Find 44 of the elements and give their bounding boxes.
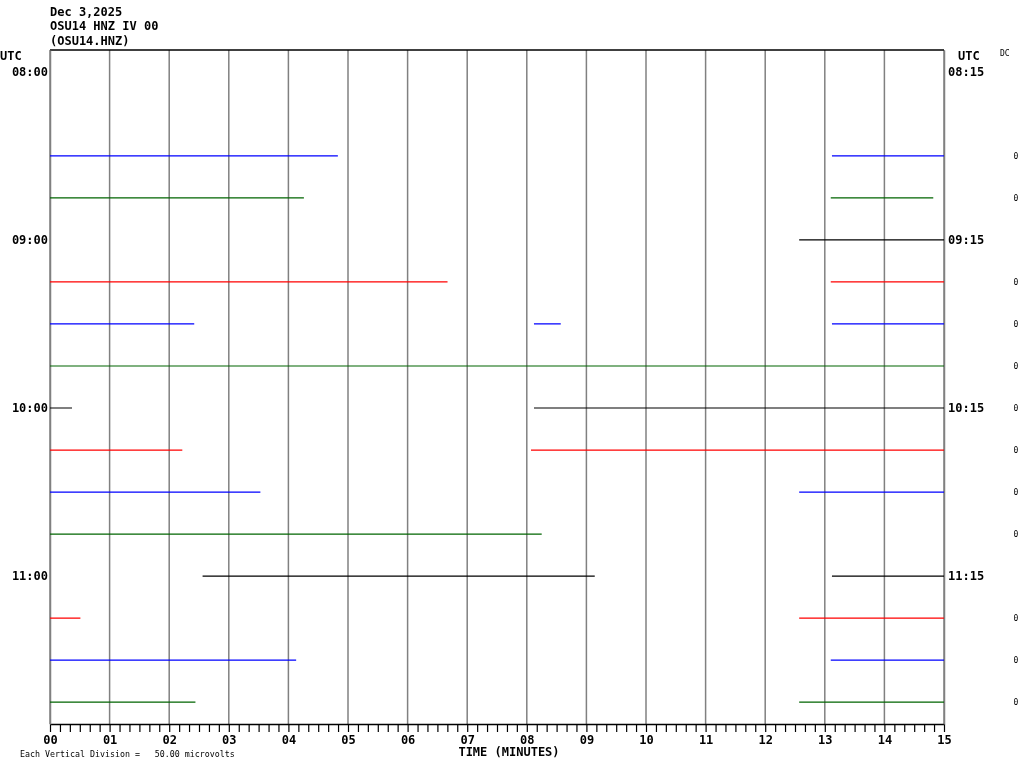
text: 0 xyxy=(1013,319,1019,329)
text: 0 xyxy=(1013,529,1019,539)
chart-subtitle: OSU14 HNZ IV 00 xyxy=(50,19,159,33)
y-axis-title: UTC xyxy=(0,49,22,63)
text: 0 xyxy=(1013,445,1019,455)
text: (OSU14.HNZ) xyxy=(50,34,130,48)
y2-axis-title: UTC xyxy=(958,49,980,63)
text: 0 xyxy=(1013,655,1019,665)
text: 0 xyxy=(1013,277,1019,287)
x-tick-label: 09 xyxy=(579,732,595,747)
text: 0 xyxy=(1013,361,1019,371)
y-tick-label: 10:00 xyxy=(11,401,48,416)
y2-tick-label: 09:15 xyxy=(948,233,985,248)
text: 0 xyxy=(1013,697,1019,707)
x-axis-title: TIME (MINUTES) xyxy=(458,745,560,759)
y-tick-label: 08:00 xyxy=(11,65,48,80)
y2-tick-label: 10:15 xyxy=(948,401,985,416)
text: 0 xyxy=(1013,613,1019,623)
x-tick-label: 05 xyxy=(341,732,356,747)
text: 0 xyxy=(1013,487,1019,497)
x-tick-label: 10 xyxy=(639,732,654,747)
text: DC xyxy=(1000,48,1010,58)
x-tick-label: 03 xyxy=(222,732,237,747)
x-tick-label: 04 xyxy=(281,732,297,747)
y-tick-label: 11:00 xyxy=(11,569,48,584)
chart-title: Dec 3,2025 xyxy=(50,5,123,19)
x-tick-label: 00 xyxy=(43,732,58,747)
x-tick-label: 13 xyxy=(818,732,833,747)
y2-tick-label: 08:15 xyxy=(948,65,985,80)
y-tick-label: 09:00 xyxy=(11,233,48,248)
text: Each Vertical Division = 50.00 microvolts xyxy=(20,749,235,759)
x-tick-label: 08 xyxy=(520,732,535,747)
text: 0 xyxy=(1013,151,1019,161)
x-tick-label: 14 xyxy=(877,732,893,747)
x-tick-label: 15 xyxy=(937,732,952,747)
x-tick-label: 07 xyxy=(460,732,475,747)
text: 0 xyxy=(1013,403,1019,413)
x-tick-label: 12 xyxy=(758,732,773,747)
x-tick-label: 01 xyxy=(102,732,118,747)
text: 0 xyxy=(1013,193,1019,203)
y2-tick-label: 11:15 xyxy=(948,569,985,584)
x-tick-label: 06 xyxy=(400,732,416,747)
x-tick-label: 02 xyxy=(162,732,177,747)
x-tick-label: 11 xyxy=(698,732,714,747)
